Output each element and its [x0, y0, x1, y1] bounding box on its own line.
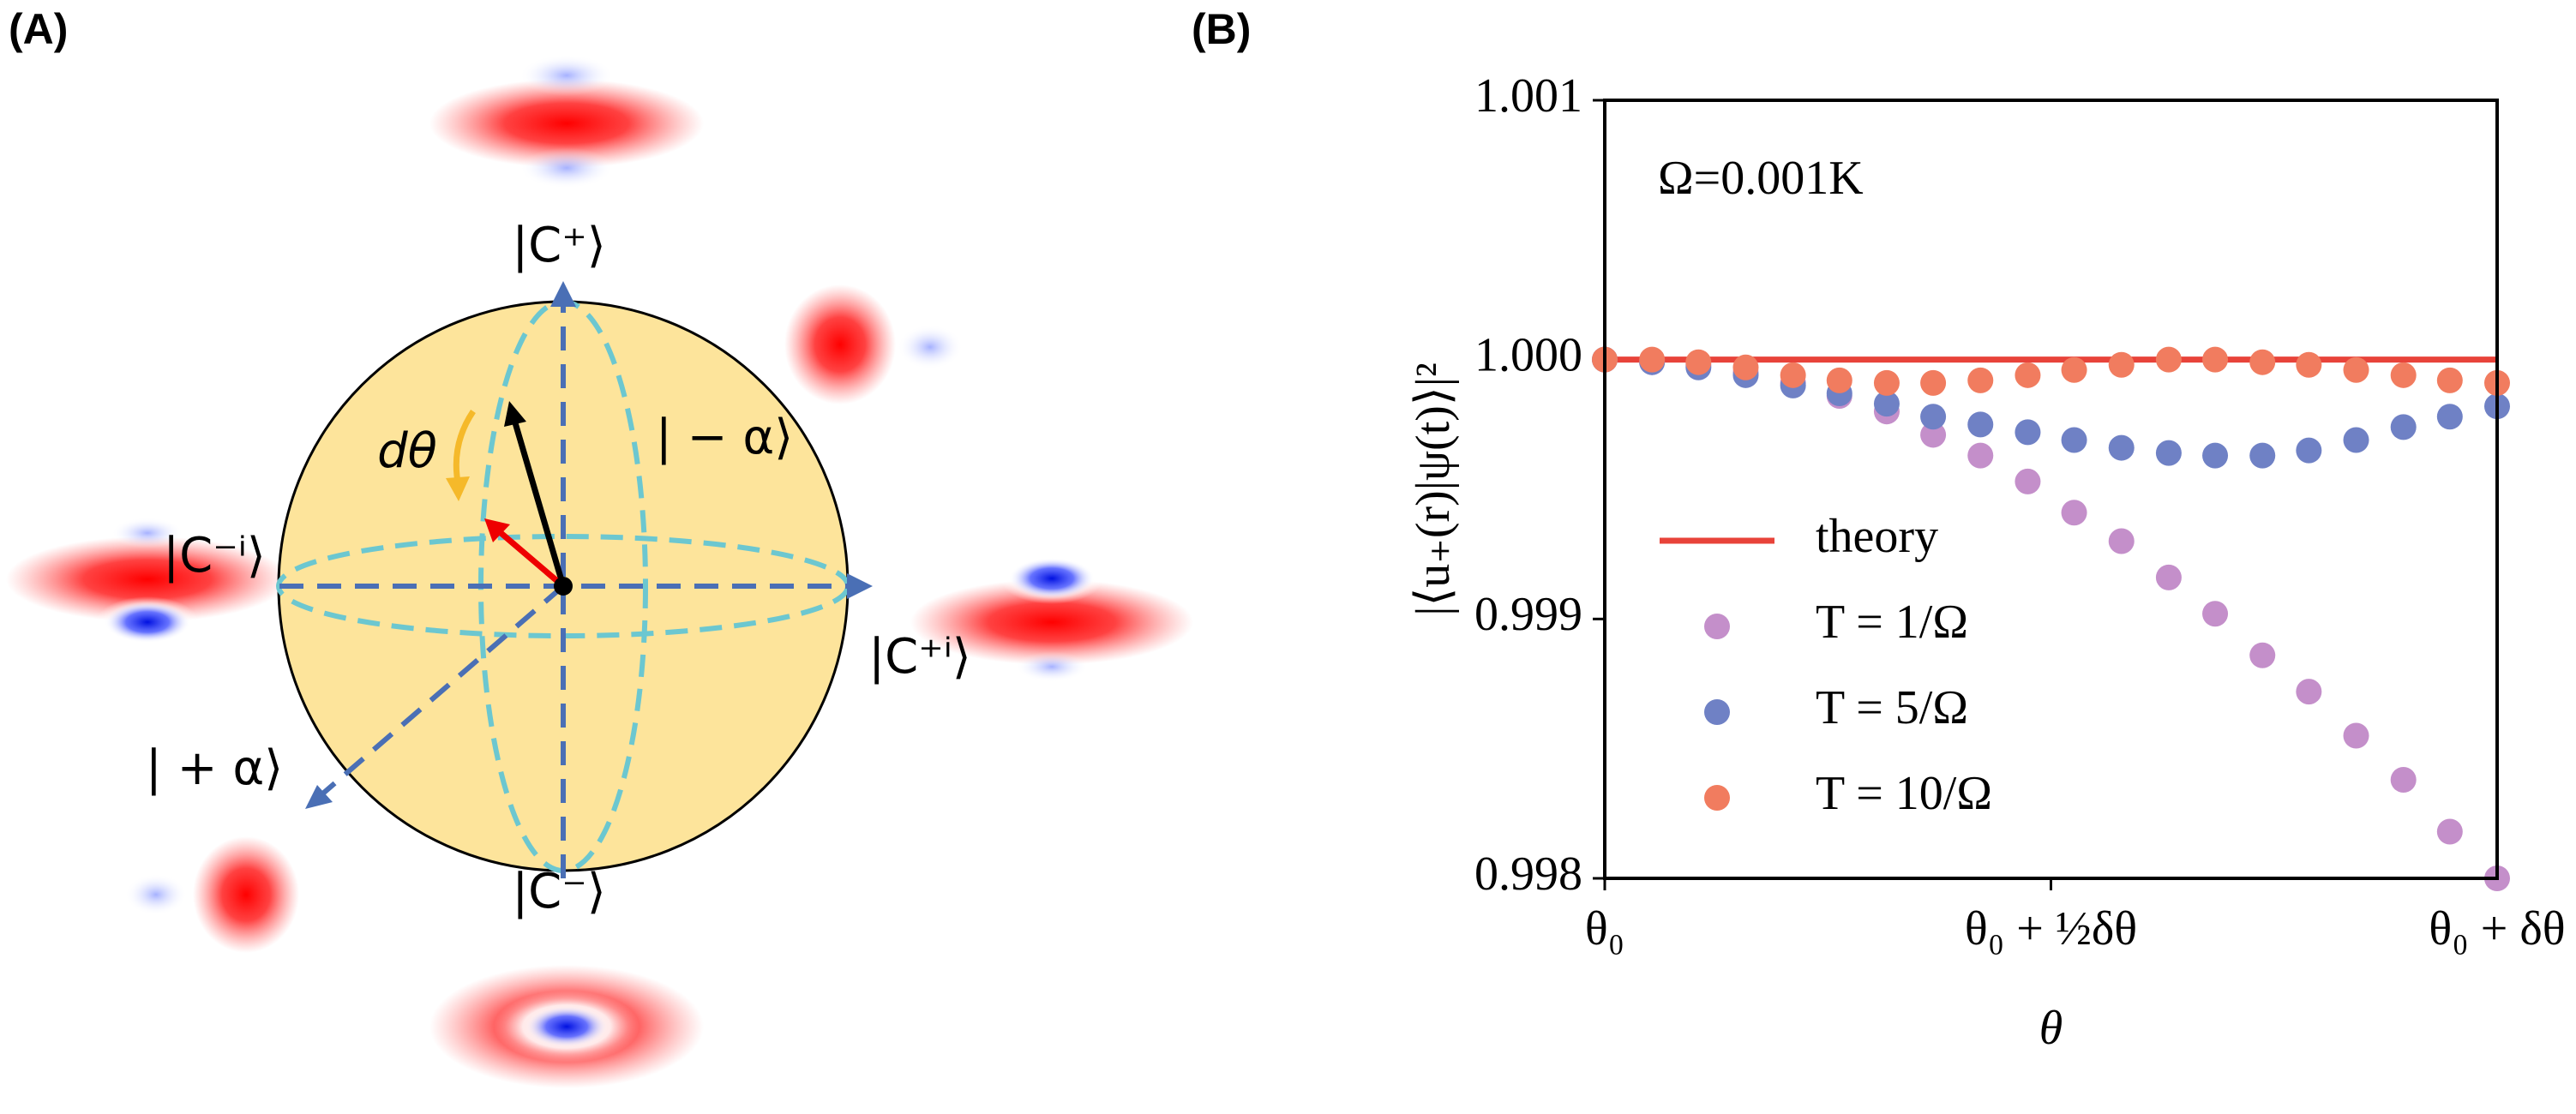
point — [2436, 367, 2463, 393]
point — [2436, 404, 2463, 430]
panel-label: (A) — [9, 5, 68, 53]
point — [1967, 442, 1994, 469]
panel-label: (B) — [1192, 5, 1251, 53]
point — [2390, 766, 2417, 793]
point — [2061, 356, 2087, 383]
point — [2343, 722, 2369, 749]
point — [2390, 362, 2417, 388]
point — [1920, 404, 1947, 430]
legend-label: T = 10/Ω — [1816, 767, 1992, 820]
point — [2155, 564, 2182, 590]
point — [2061, 427, 2087, 453]
y-tick-label: 1.000 — [1474, 329, 1582, 382]
point — [2436, 818, 2463, 845]
point — [1780, 362, 1806, 388]
state-label: | + α⟩ — [146, 740, 283, 796]
point — [2249, 349, 2276, 375]
point — [2108, 434, 2135, 461]
point — [2108, 528, 2135, 554]
x-tick-label: θ₀ — [1585, 902, 1624, 955]
point — [2015, 468, 2041, 494]
y-tick-label: 0.999 — [1474, 588, 1582, 641]
state-label: |C⁺⟩ — [512, 218, 605, 273]
point — [1873, 369, 1900, 396]
point — [2202, 442, 2229, 469]
legend-swatch — [1704, 785, 1730, 811]
point — [1685, 349, 1712, 375]
point — [1920, 422, 1947, 448]
point — [2202, 601, 2229, 627]
point — [2249, 442, 2276, 469]
legend-label: T = 5/Ω — [1816, 681, 1968, 734]
plot-frame — [1603, 99, 2499, 880]
bloch-sphere — [276, 281, 873, 878]
x-tick-label: θ₀ + δθ — [2429, 902, 2565, 955]
x-axis-label: θ — [2039, 1002, 2063, 1055]
legend-swatch — [1704, 614, 1730, 639]
point — [2296, 437, 2322, 464]
state-label: |C⁻⟩ — [512, 864, 605, 919]
point — [2343, 427, 2369, 453]
point — [1732, 354, 1759, 380]
chart: 0.998 0.999 1.000 1.001 θ₀ θ₀ + ½δθ θ₀ + δθ θ |⟨… — [1407, 69, 2566, 1055]
state-label: | − α⟩ — [656, 410, 793, 465]
wigner-blobs — [6, 55, 1193, 1088]
point — [2108, 351, 2135, 378]
point — [2015, 419, 2041, 446]
point — [1826, 367, 1852, 393]
state-label: |C⁻ⁱ⟩ — [163, 528, 265, 584]
point — [1920, 369, 1947, 396]
point — [2249, 642, 2276, 668]
point — [2390, 414, 2417, 440]
y-axis-label: |⟨u₊(r)|ψ(t)⟩|² — [1407, 362, 1460, 616]
point — [2061, 500, 2087, 526]
point — [2155, 346, 2182, 373]
legend-label: theory — [1816, 510, 1938, 563]
state-labels: |C⁺⟩ |C⁻ⁱ⟩ |C⁺ⁱ⟩ | − α⟩ | + α⟩ |C⁻⟩ dθ — [146, 218, 971, 919]
y-tick-label: 1.001 — [1474, 69, 1582, 123]
point — [2015, 362, 2041, 388]
point — [2155, 440, 2182, 466]
point — [1967, 367, 1994, 393]
point — [1639, 346, 1666, 373]
angle-label: dθ — [377, 423, 437, 479]
annotation: Ω=0.001K — [1658, 152, 1864, 205]
point — [2202, 346, 2229, 373]
y-tick-label: 0.998 — [1474, 847, 1582, 901]
legend-label: T = 1/Ω — [1816, 596, 1968, 649]
legend-swatch — [1704, 699, 1730, 725]
point — [2296, 351, 2322, 378]
point — [2296, 679, 2322, 705]
point — [2343, 356, 2369, 383]
point — [1873, 391, 1900, 417]
state-label: |C⁺ⁱ⟩ — [868, 629, 970, 685]
point — [1967, 411, 1994, 438]
x-tick-label: θ₀ + ½δθ — [1965, 902, 2137, 955]
